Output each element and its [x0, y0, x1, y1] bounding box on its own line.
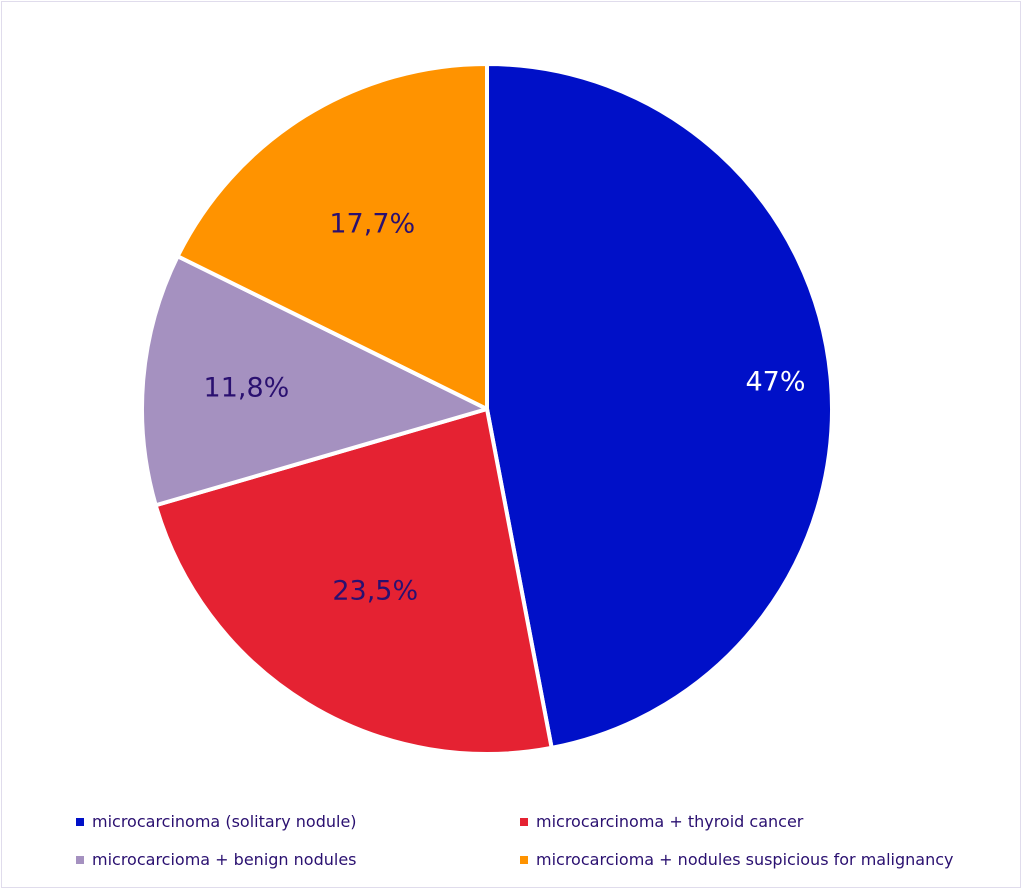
pie-slice-3	[175, 62, 489, 411]
legend-item-suspicious: microcarcioma + nodules suspicious for m…	[520, 850, 954, 869]
legend-swatch-icon	[520, 817, 528, 826]
legend-item-benign: microcarcioma + benign nodules	[76, 850, 357, 869]
slice-label-3: 17,7%	[329, 208, 416, 240]
pie-slice-2	[140, 254, 489, 508]
legend-label: microcarcinoma (solitary nodule)	[92, 812, 357, 831]
legend-swatch-icon	[76, 855, 84, 864]
slice-label-1: 23,5%	[332, 575, 419, 607]
slice-label-2: 11,8%	[203, 372, 290, 404]
legend-label: microcarcioma + benign nodules	[92, 850, 357, 869]
legend-item-thyroid-cancer: microcarcinoma + thyroid cancer	[520, 812, 803, 831]
pie-slice-1	[153, 407, 554, 756]
legend-label: microcarcinoma + thyroid cancer	[536, 812, 804, 831]
slice-label-0: 47%	[745, 366, 806, 398]
pie-slice-0	[485, 62, 834, 750]
legend-swatch-icon	[520, 855, 528, 864]
legend-item-solitary: microcarcinoma (solitary nodule)	[76, 812, 357, 831]
legend-label: microcarcioma + nodules suspicious for m…	[536, 850, 954, 869]
legend-swatch-icon	[76, 817, 84, 826]
